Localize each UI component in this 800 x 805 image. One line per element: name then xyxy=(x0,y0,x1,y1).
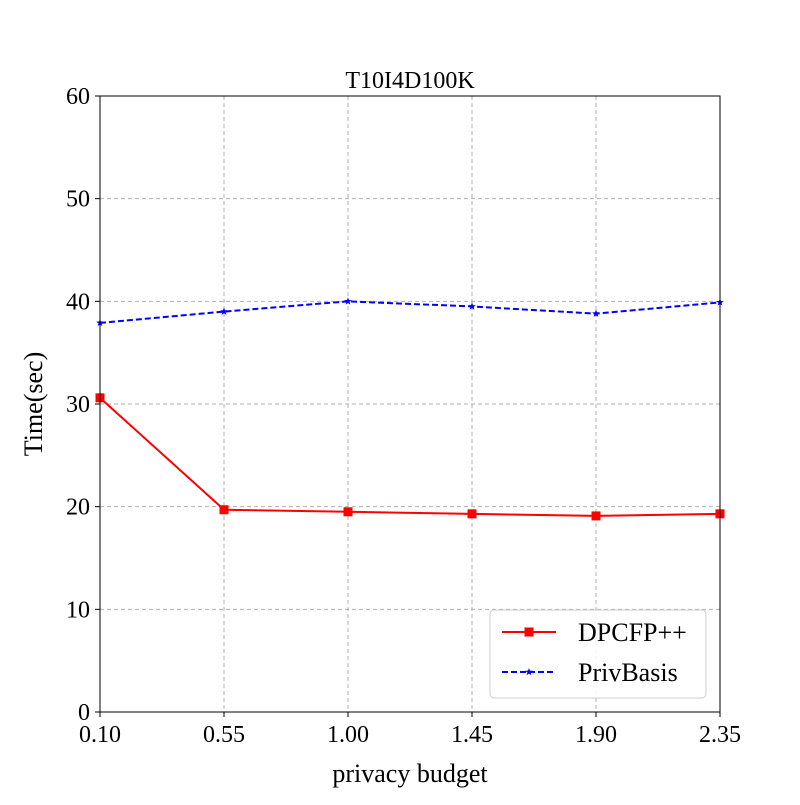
series-layer xyxy=(95,297,725,521)
data-point xyxy=(468,302,476,310)
x-tick-label: 0.10 xyxy=(79,722,121,748)
x-tick-label: 2.35 xyxy=(699,722,741,748)
grid xyxy=(100,96,720,712)
y-tick-label: 20 xyxy=(66,495,90,521)
data-point xyxy=(344,297,352,305)
legend-marker xyxy=(525,668,533,676)
legend: DPCFP++ PrivBasis xyxy=(489,609,707,699)
legend-item: DPCFP++ xyxy=(502,618,687,647)
chart-title: T10I4D100K xyxy=(345,68,475,94)
x-tick-label: 1.45 xyxy=(451,722,493,748)
data-point xyxy=(219,505,229,515)
y-tick-label: 40 xyxy=(66,289,90,315)
legend-item: PrivBasis xyxy=(502,658,678,687)
series-dpcfp xyxy=(95,393,725,521)
data-point xyxy=(592,309,600,317)
legend-marker xyxy=(524,627,534,637)
data-point xyxy=(467,509,477,519)
data-point xyxy=(343,507,353,517)
y-tick-label: 60 xyxy=(66,84,90,110)
data-point xyxy=(220,307,228,315)
y-tick-label: 10 xyxy=(66,597,90,623)
data-point xyxy=(591,511,601,521)
series-line xyxy=(99,397,721,517)
x-tick-label: 0.55 xyxy=(203,722,245,748)
x-axis-label: privacy budget xyxy=(332,759,488,788)
ticks: 0.10 0.55 1.00 1.45 1.90 2.35 0 10 20 30 40 50 60 xyxy=(66,84,741,748)
y-tick-label: 30 xyxy=(66,392,90,418)
x-tick-label: 1.90 xyxy=(575,722,617,748)
y-axis-label: Time(sec) xyxy=(19,352,48,456)
legend-label: PrivBasis xyxy=(578,658,678,687)
y-tick-label: 50 xyxy=(66,187,90,213)
series-line xyxy=(99,300,721,324)
y-tick-label: 0 xyxy=(78,700,90,726)
x-tick-label: 1.00 xyxy=(327,722,369,748)
legend-label: DPCFP++ xyxy=(578,618,687,647)
